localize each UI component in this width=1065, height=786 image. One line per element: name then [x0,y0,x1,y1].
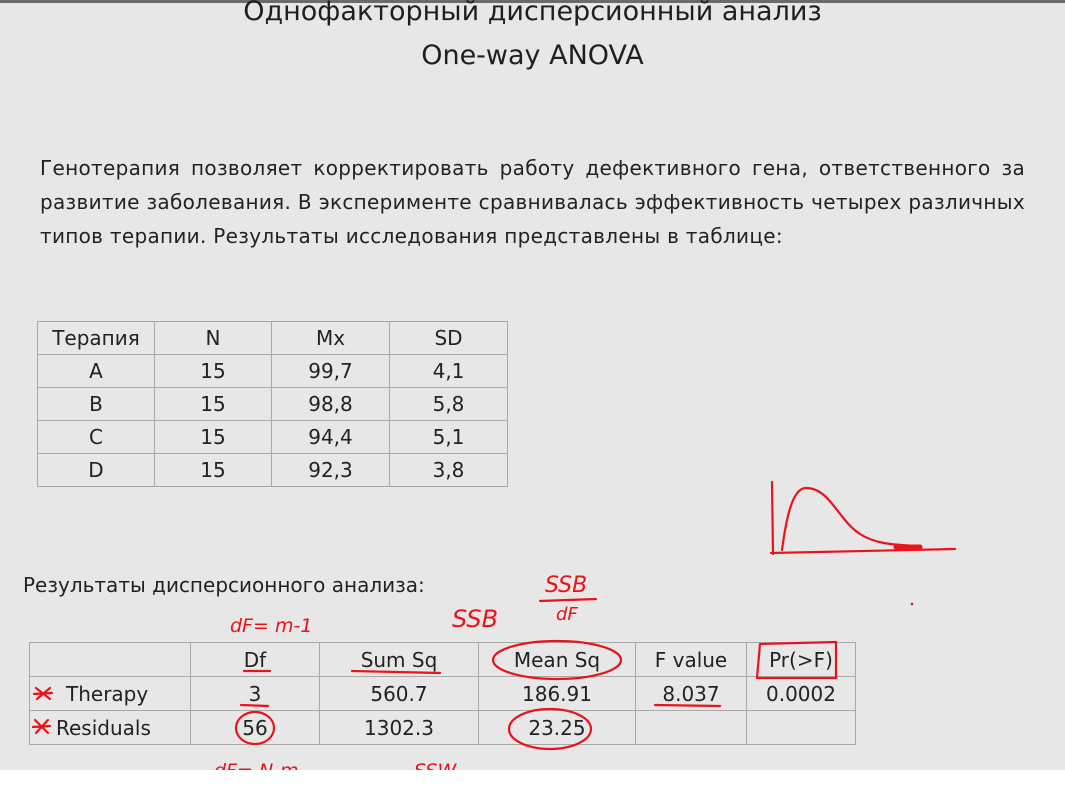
table-row: C 15 94,4 5,1 [37,420,508,454]
header-therapy: Терапия [37,321,155,355]
row-label-therapy: Therapy [29,676,191,711]
cell-therapy: D [37,453,155,487]
cell-sd: 5,8 [389,387,508,421]
slide: Однофакторный дисперсионный анализ One-w… [0,0,1065,770]
header-empty [29,642,191,677]
cell-p-value: 0.0002 [746,676,856,711]
header-df: Df [190,642,320,677]
cell-mx: 92,3 [271,453,390,487]
cell-sum-sq: 1302.3 [319,710,479,745]
cell-sum-sq: 560.7 [319,676,479,711]
table-row: D 15 92,3 3,8 [37,453,508,487]
cell-mx: 94,4 [271,420,390,454]
row-label-residuals: Residuals [29,710,191,745]
table-row: Therapy 3 560.7 186.91 8.037 0.0002 [29,676,856,711]
cell-n: 15 [154,453,272,487]
anova-table: Df Sum Sq Mean Sq F value Pr(>F) Therapy… [29,642,856,745]
cell-mx: 98,8 [271,387,390,421]
svg-text:SSB: SSB [545,573,587,598]
f-distribution-sketch [769,480,957,606]
cell-df: 3 [190,676,320,711]
cell-n: 15 [154,420,272,454]
header-sd: SD [389,321,508,355]
df-between-annotation: dF= m-1 [230,615,312,637]
header-mx: Mx [271,321,390,355]
title-english: One-way ANOVA [421,40,644,71]
cell-mean-sq: 23.25 [478,710,636,745]
cell-f-value: 8.037 [635,676,747,711]
top-bar [0,0,1065,3]
header-n: N [154,321,272,355]
cell-mean-sq: 186.91 [478,676,636,711]
cell-mx: 99,7 [271,354,390,388]
cell-therapy: C [37,420,155,454]
df-within-annotation: dF= N-m [214,760,299,770]
cell-p-value [746,710,856,745]
cell-f-value [635,710,747,745]
table-header-row: Терапия N Mx SD [37,321,508,355]
cell-therapy: B [37,387,155,421]
cell-sd: 5,1 [389,420,508,454]
svg-text:dF: dF [556,604,578,625]
cell-n: 15 [154,387,272,421]
table-row: A 15 99,7 4,1 [37,354,508,388]
therapy-table: Терапия N Mx SD A 15 99,7 4,1 B 15 98,8 … [37,321,508,487]
anova-header-row: Df Sum Sq Mean Sq F value Pr(>F) [29,642,856,677]
ssw-annotation: SSW [414,760,457,770]
problem-paragraph: Генотерапия позволяет корректировать раб… [40,156,1025,248]
title-russian: Однофакторный дисперсионный анализ [243,0,822,27]
cell-therapy: A [37,354,155,388]
header-f-value: F value [635,642,747,677]
cell-n: 15 [154,354,272,388]
ssb-over-df-annotation: SSB dF [538,573,598,625]
ssb-annotation: SSB [452,605,498,633]
table-row: B 15 98,8 5,8 [37,387,508,421]
header-sum-sq: Sum Sq [319,642,479,677]
cell-df: 56 [190,710,320,745]
table-row: Residuals 56 1302.3 23.25 [29,710,856,745]
header-mean-sq: Mean Sq [478,642,636,677]
header-p-value: Pr(>F) [746,642,856,677]
cell-sd: 3,8 [389,453,508,487]
cell-sd: 4,1 [389,354,508,388]
results-heading: Результаты дисперсионного анализа: [23,573,425,597]
